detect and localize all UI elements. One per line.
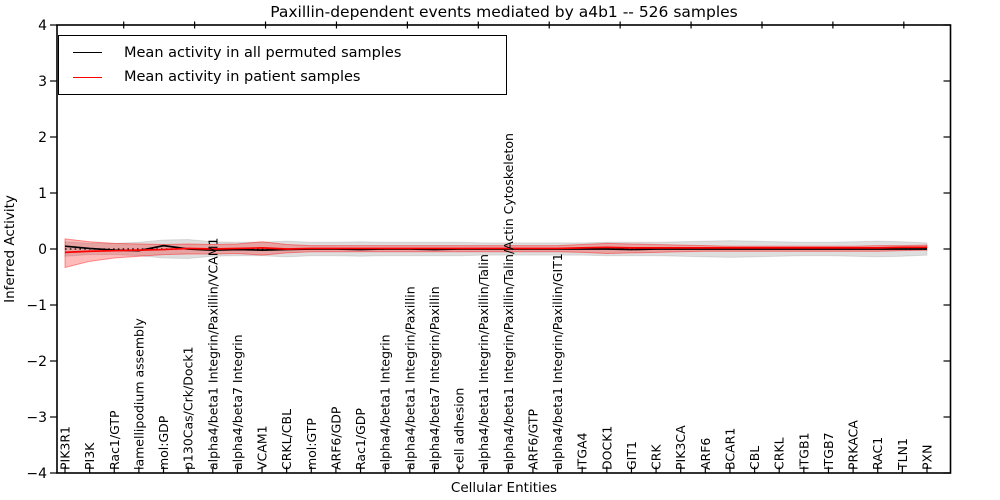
legend-label-permuted: Mean activity in all permuted samples — [124, 44, 402, 61]
chart-title: Paxillin-dependent events mediated by a4… — [270, 3, 738, 21]
y-tick-label: 1 — [38, 186, 47, 202]
x-tick-label: alpha4/beta7 Integrin — [230, 334, 245, 470]
x-tick-label: p130Cas/Crk/Dock1 — [181, 346, 196, 470]
x-tick-label: mol:GDP — [156, 415, 171, 470]
y-tick-label: 2 — [38, 130, 47, 146]
x-tick-label: PRKACA — [846, 420, 861, 470]
x-tick-label: cell adhesion — [452, 388, 467, 470]
x-tick-label: CBL — [747, 446, 762, 470]
y-tick-label: −2 — [26, 354, 47, 370]
y-tick-label: 0 — [38, 242, 47, 258]
y-tick-label: −1 — [26, 298, 47, 314]
patient-mean-line — [64, 246, 927, 254]
y-tick-label: 4 — [38, 18, 47, 34]
x-tick-label: VCAM1 — [255, 425, 270, 470]
x-tick-label: PXN — [919, 445, 934, 470]
x-tick-label: ITGB1 — [796, 432, 811, 470]
x-tick-label: ARF6/GDP — [328, 406, 343, 470]
x-tick-label: alpha4/beta1 Integrin/Paxillin — [402, 286, 417, 470]
patient-line-swatch — [73, 76, 102, 78]
x-axis-label: Cellular Entities — [450, 480, 558, 496]
x-tick-label: alpha4/beta1 Integrin/Paxillin/GIT1 — [550, 253, 565, 470]
x-tick-label: GIT1 — [624, 441, 639, 470]
x-tick-label: CRK — [649, 444, 664, 470]
x-tick-label: mol:GTP — [304, 418, 319, 470]
x-tick-label: ARF6/GTP — [525, 409, 540, 470]
x-tick-label: PIK3R1 — [58, 426, 73, 470]
permuted-line-swatch — [73, 52, 102, 54]
x-tick-label: ITGA4 — [575, 432, 590, 470]
x-tick-label: lamellipodium assembly — [131, 318, 146, 470]
x-tick-label: RAC1 — [870, 437, 885, 470]
x-tick-label: BCAR1 — [722, 428, 737, 470]
x-tick-label: TLN1 — [895, 438, 910, 471]
patient-band — [64, 238, 928, 269]
x-tick-label: DOCK1 — [599, 426, 614, 470]
x-tick-label: alpha4/beta1 Integrin/Paxillin/Talin/Act… — [501, 133, 516, 470]
x-tick-label: CRKL — [772, 437, 787, 470]
x-tick-label: PI3K — [82, 442, 97, 470]
x-tick-label: alpha4/beta1 Integrin/Paxillin/VCAM1 — [205, 238, 220, 470]
x-tick-label: CRKL/CBL — [279, 409, 294, 470]
x-tick-label: alpha4/beta1 Integrin — [378, 334, 393, 470]
x-tick-label: Rac1/GDP — [353, 408, 368, 470]
x-tick-label: alpha4/beta7 Integrin/Paxillin — [427, 286, 442, 470]
y-tick-label: −3 — [26, 410, 47, 426]
legend: Mean activity in all permuted samples Me… — [58, 35, 507, 95]
x-tick-label: Rac1/GTP — [107, 410, 122, 470]
legend-entry-permuted: Mean activity in all permuted samples — [59, 45, 506, 61]
x-tick-label: ITGB7 — [821, 432, 836, 470]
legend-entry-patient: Mean activity in patient samples — [59, 69, 506, 85]
y-tick-label: 3 — [38, 74, 47, 90]
x-tick-label: alpha4/beta1 Integrin/Paxillin/Talin — [476, 254, 491, 470]
legend-label-patient: Mean activity in patient samples — [124, 69, 361, 86]
x-tick-label: PIK3CA — [673, 425, 688, 470]
x-tick-label: ARF6 — [698, 438, 713, 470]
y-tick-label: −4 — [26, 466, 47, 482]
